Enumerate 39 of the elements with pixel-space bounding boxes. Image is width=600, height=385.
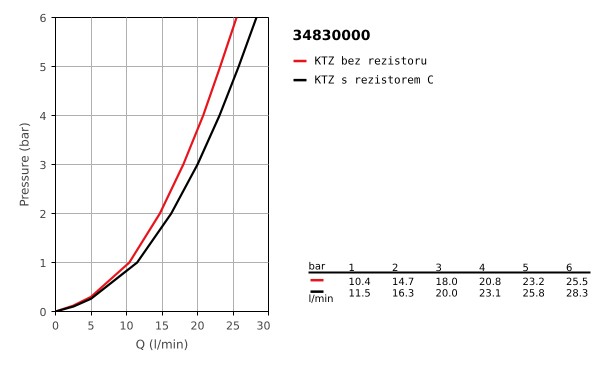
x-tick-label: 15	[155, 320, 169, 332]
text: l/min	[308, 294, 334, 305]
text: 16.3	[392, 288, 414, 300]
text: 20.0	[436, 288, 458, 300]
text: 23.1	[479, 288, 502, 300]
y-axis-title: Pressure (bar)	[18, 122, 32, 207]
x-tick-label: 30	[256, 320, 271, 332]
text: 25.8	[522, 288, 545, 300]
y-tick-label: 5	[40, 61, 46, 74]
text: 28.3	[566, 288, 588, 300]
text: 6	[566, 263, 572, 274]
x-tick-label: 20	[190, 320, 204, 332]
text: 1	[348, 263, 355, 274]
text: 3	[436, 263, 442, 274]
x-tick-label: 25	[226, 320, 240, 332]
y-tick-label: 2	[40, 208, 46, 221]
x-tick-label: 0	[52, 320, 59, 332]
y-tick-label: 6	[40, 12, 46, 25]
text: 2	[392, 263, 398, 274]
text: 23.2	[522, 276, 545, 288]
text: 20.8	[479, 276, 502, 288]
text: bar	[308, 262, 326, 273]
x-axis-title: Q (l/min)	[136, 338, 188, 352]
y-tick-label: 3	[40, 159, 46, 172]
x-tick-label: 10	[120, 320, 134, 332]
y-tick-label: 4	[40, 110, 46, 123]
text: 14.7	[392, 276, 414, 288]
text: 34830000	[292, 28, 371, 44]
text: 4	[479, 263, 486, 274]
text: 25.5	[566, 276, 588, 288]
text: 11.5	[348, 288, 371, 300]
text: 5	[522, 263, 529, 274]
legend-label: KTZ s rezistorem C	[314, 74, 434, 87]
text: 10.4	[348, 276, 371, 288]
y-tick-label: 1	[40, 257, 46, 270]
x-tick-label: 5	[88, 320, 94, 332]
text: 18.0	[436, 276, 458, 288]
legend-label: KTZ bez rezistoru	[314, 54, 428, 68]
y-tick-label: 0	[40, 306, 46, 319]
